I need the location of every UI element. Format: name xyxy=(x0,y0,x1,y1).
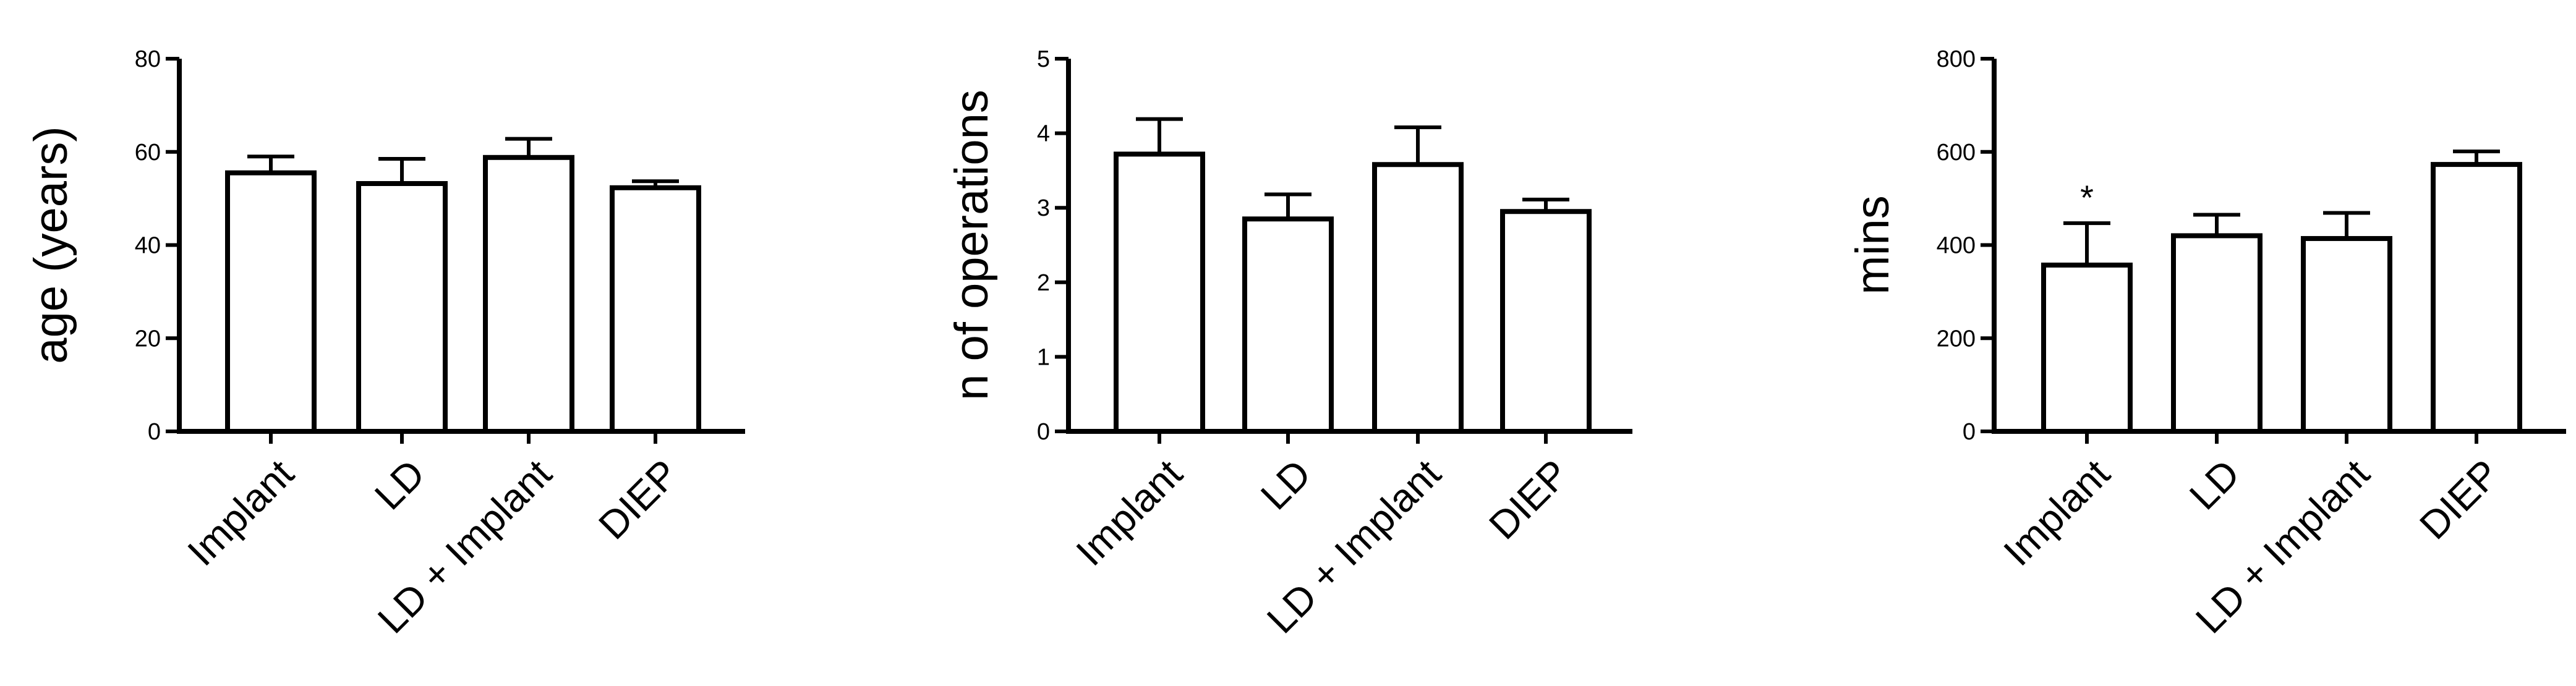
x-category-label: Implant xyxy=(1067,451,1190,574)
bar-ld xyxy=(2171,233,2263,434)
y-tick-label: 800 xyxy=(1937,46,1976,72)
y-tick-label: 3 xyxy=(1037,195,1050,221)
bar-diep xyxy=(1500,209,1592,434)
x-category-label: LD xyxy=(1252,451,1320,519)
y-tick-label: 2 xyxy=(1037,270,1050,296)
y-tick-label: 600 xyxy=(1937,140,1976,166)
bar-ld-implant xyxy=(483,155,574,434)
y-tick-label: 0 xyxy=(1963,419,1976,445)
y-tick-label: 400 xyxy=(1937,233,1976,259)
x-category-label: DIEP xyxy=(1480,451,1577,548)
y-tick-label: 4 xyxy=(1037,121,1050,147)
y-axis-title: n of operations xyxy=(945,90,998,400)
bar-ld xyxy=(1242,216,1334,434)
y-tick-label: 0 xyxy=(148,419,161,445)
y-tick-label: 5 xyxy=(1037,46,1050,72)
x-category-label: DIEP xyxy=(2411,451,2508,548)
bar-implant xyxy=(1114,151,1205,434)
x-category-label: Implant xyxy=(1995,451,2118,574)
x-category-label: LD xyxy=(2181,451,2248,519)
x-category-label: LD xyxy=(366,451,433,519)
y-axis-title: age (years) xyxy=(25,126,77,363)
bar-diep xyxy=(610,185,701,434)
x-category-label: Implant xyxy=(179,451,302,574)
bar-diep xyxy=(2431,162,2522,434)
y-tick-label: 1 xyxy=(1037,344,1050,370)
bar-implant xyxy=(225,170,317,434)
significance-marker: * xyxy=(2080,178,2094,217)
y-tick-label: 40 xyxy=(135,233,161,259)
x-category-label: DIEP xyxy=(590,451,687,548)
y-tick-label: 0 xyxy=(1037,419,1050,445)
y-tick-label: 20 xyxy=(135,326,161,352)
bar-ld xyxy=(356,181,448,434)
bar-ld-implant xyxy=(1372,162,1464,434)
y-tick-label: 60 xyxy=(135,140,161,166)
y-tick-label: 200 xyxy=(1937,326,1976,352)
bar-ld-implant xyxy=(2301,235,2392,434)
y-tick-label: 80 xyxy=(135,46,161,72)
y-axis-title: mins xyxy=(1846,195,1899,294)
bar-implant xyxy=(2041,262,2133,434)
